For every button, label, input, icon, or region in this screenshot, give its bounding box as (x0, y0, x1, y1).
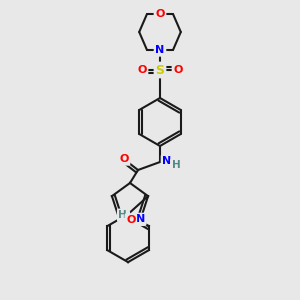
Text: H: H (172, 160, 180, 170)
Text: O: O (137, 65, 147, 75)
Text: S: S (155, 64, 164, 76)
Text: H: H (118, 210, 127, 220)
Text: N: N (136, 214, 145, 224)
Text: H: H (128, 216, 137, 226)
Text: N: N (162, 156, 172, 166)
Text: N: N (119, 212, 128, 222)
Text: O: O (155, 9, 165, 19)
Text: N: N (155, 45, 165, 55)
Text: O: O (119, 154, 129, 164)
Text: O: O (173, 65, 183, 75)
Text: O: O (126, 215, 136, 225)
